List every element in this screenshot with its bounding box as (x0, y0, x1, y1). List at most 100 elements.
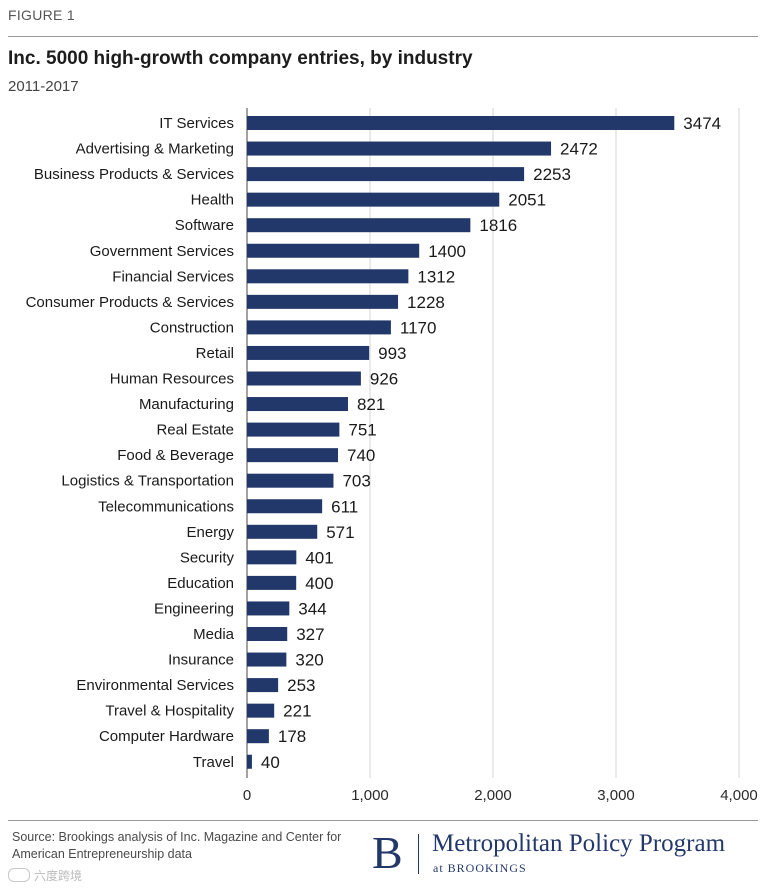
value-label: 320 (295, 651, 323, 670)
category-label: Logistics & Transportation (61, 473, 234, 490)
value-label: 40 (261, 753, 280, 772)
category-label: Food & Beverage (117, 447, 234, 464)
bar (247, 243, 420, 258)
category-label: Manufacturing (139, 396, 234, 413)
category-label: Travel (193, 754, 234, 771)
value-label: 2253 (533, 165, 571, 184)
logo-divider (418, 834, 419, 874)
bar (247, 192, 500, 207)
logo-letter: B (372, 827, 403, 878)
x-tick-label: 2,000 (474, 787, 512, 804)
value-label: 1312 (417, 267, 455, 286)
category-label: Consumer Products & Services (26, 294, 234, 311)
bar (247, 294, 399, 309)
category-label: Government Services (90, 243, 234, 260)
watermark: 六度跨境 (8, 867, 82, 884)
value-label: 2472 (560, 140, 598, 159)
bar (247, 422, 340, 437)
category-label: Financial Services (112, 268, 234, 285)
bar (247, 371, 361, 386)
category-label: Human Resources (110, 371, 234, 388)
category-label: Telecommunications (98, 498, 234, 515)
bar (247, 499, 323, 514)
category-label: Retail (196, 345, 234, 362)
logo-subtitle: at BROOKINGS (433, 861, 527, 875)
value-labels: 3474 2472 2253 2051 1816 1400 1312 1228 1170 993 9… (261, 114, 721, 772)
bar (247, 116, 675, 130)
value-label: 993 (378, 344, 406, 363)
bar (247, 448, 339, 463)
value-label: 751 (348, 421, 376, 440)
source-note: Source: Brookings analysis of Inc. Magaz… (12, 830, 342, 861)
bar (247, 320, 391, 335)
value-label: 327 (296, 625, 324, 644)
x-tick-label: 4,000 (720, 787, 758, 804)
category-label: Media (193, 626, 235, 643)
category-label: Environmental Services (76, 677, 234, 694)
wechat-icon (8, 868, 30, 882)
value-label: 703 (342, 472, 370, 491)
category-label: Insurance (168, 652, 234, 669)
value-label: 178 (278, 727, 306, 746)
bar (247, 729, 269, 744)
value-label: 344 (298, 599, 326, 618)
bar (247, 550, 297, 565)
bar (247, 269, 409, 284)
bar-chart: IT Services Advertising & Marketing Busine… (26, 108, 758, 804)
x-tick-label: 1,000 (351, 787, 389, 804)
x-axis-ticks: 0 1,000 2,000 3,000 4,000 (243, 787, 758, 804)
bar (247, 345, 370, 360)
x-tick-label: 3,000 (597, 787, 635, 804)
x-tick-label: 0 (243, 787, 251, 804)
category-label: Business Products & Services (34, 166, 234, 183)
bar (247, 167, 525, 182)
bars (247, 116, 675, 769)
category-label: Security (180, 549, 235, 566)
category-label: Software (175, 217, 234, 234)
category-label: Real Estate (156, 422, 234, 439)
value-label: 571 (326, 523, 354, 542)
value-label: 926 (370, 370, 398, 389)
bar (247, 524, 318, 539)
chart-title: Inc. 5000 high-growth company entries, b… (8, 48, 473, 69)
category-label: Advertising & Marketing (76, 141, 234, 158)
value-label: 253 (287, 676, 315, 695)
bottom-divider (8, 820, 758, 821)
figure-label: FIGURE 1 (8, 7, 75, 23)
bar (247, 397, 348, 412)
category-label: Construction (150, 319, 234, 336)
bar (247, 601, 290, 616)
bar (247, 678, 279, 693)
bar (247, 754, 252, 769)
bar (247, 218, 471, 233)
category-label: Computer Hardware (99, 728, 234, 745)
bar (247, 141, 552, 156)
bar (247, 703, 275, 718)
gridlines (246, 108, 740, 778)
value-label: 2051 (508, 191, 546, 210)
value-label: 1170 (400, 318, 437, 337)
value-label: 3474 (683, 114, 721, 133)
logo-program-name: Metropolitan Policy Program (432, 830, 726, 857)
value-label: 401 (305, 548, 333, 567)
category-label: Energy (186, 524, 234, 541)
category-label: IT Services (159, 115, 234, 132)
bar (247, 652, 287, 667)
top-divider (8, 36, 758, 37)
value-label: 1816 (479, 216, 517, 235)
value-label: 221 (283, 702, 311, 721)
category-label: Education (167, 575, 234, 592)
value-label: 1228 (407, 293, 445, 312)
value-label: 740 (347, 446, 375, 465)
chart-subtitle: 2011-2017 (8, 78, 79, 95)
category-label: Engineering (154, 600, 234, 617)
brookings-logo: B Metropolitan Policy Program at BROOKIN… (372, 828, 762, 878)
bar (247, 627, 288, 641)
value-label: 611 (331, 497, 358, 516)
category-label: Health (191, 192, 234, 209)
watermark-text: 六度跨境 (34, 869, 83, 883)
category-labels: IT Services Advertising & Marketing Busine… (26, 115, 235, 771)
value-label: 821 (357, 395, 385, 414)
value-label: 1400 (428, 242, 466, 261)
category-label: Travel & Hospitality (105, 703, 234, 720)
